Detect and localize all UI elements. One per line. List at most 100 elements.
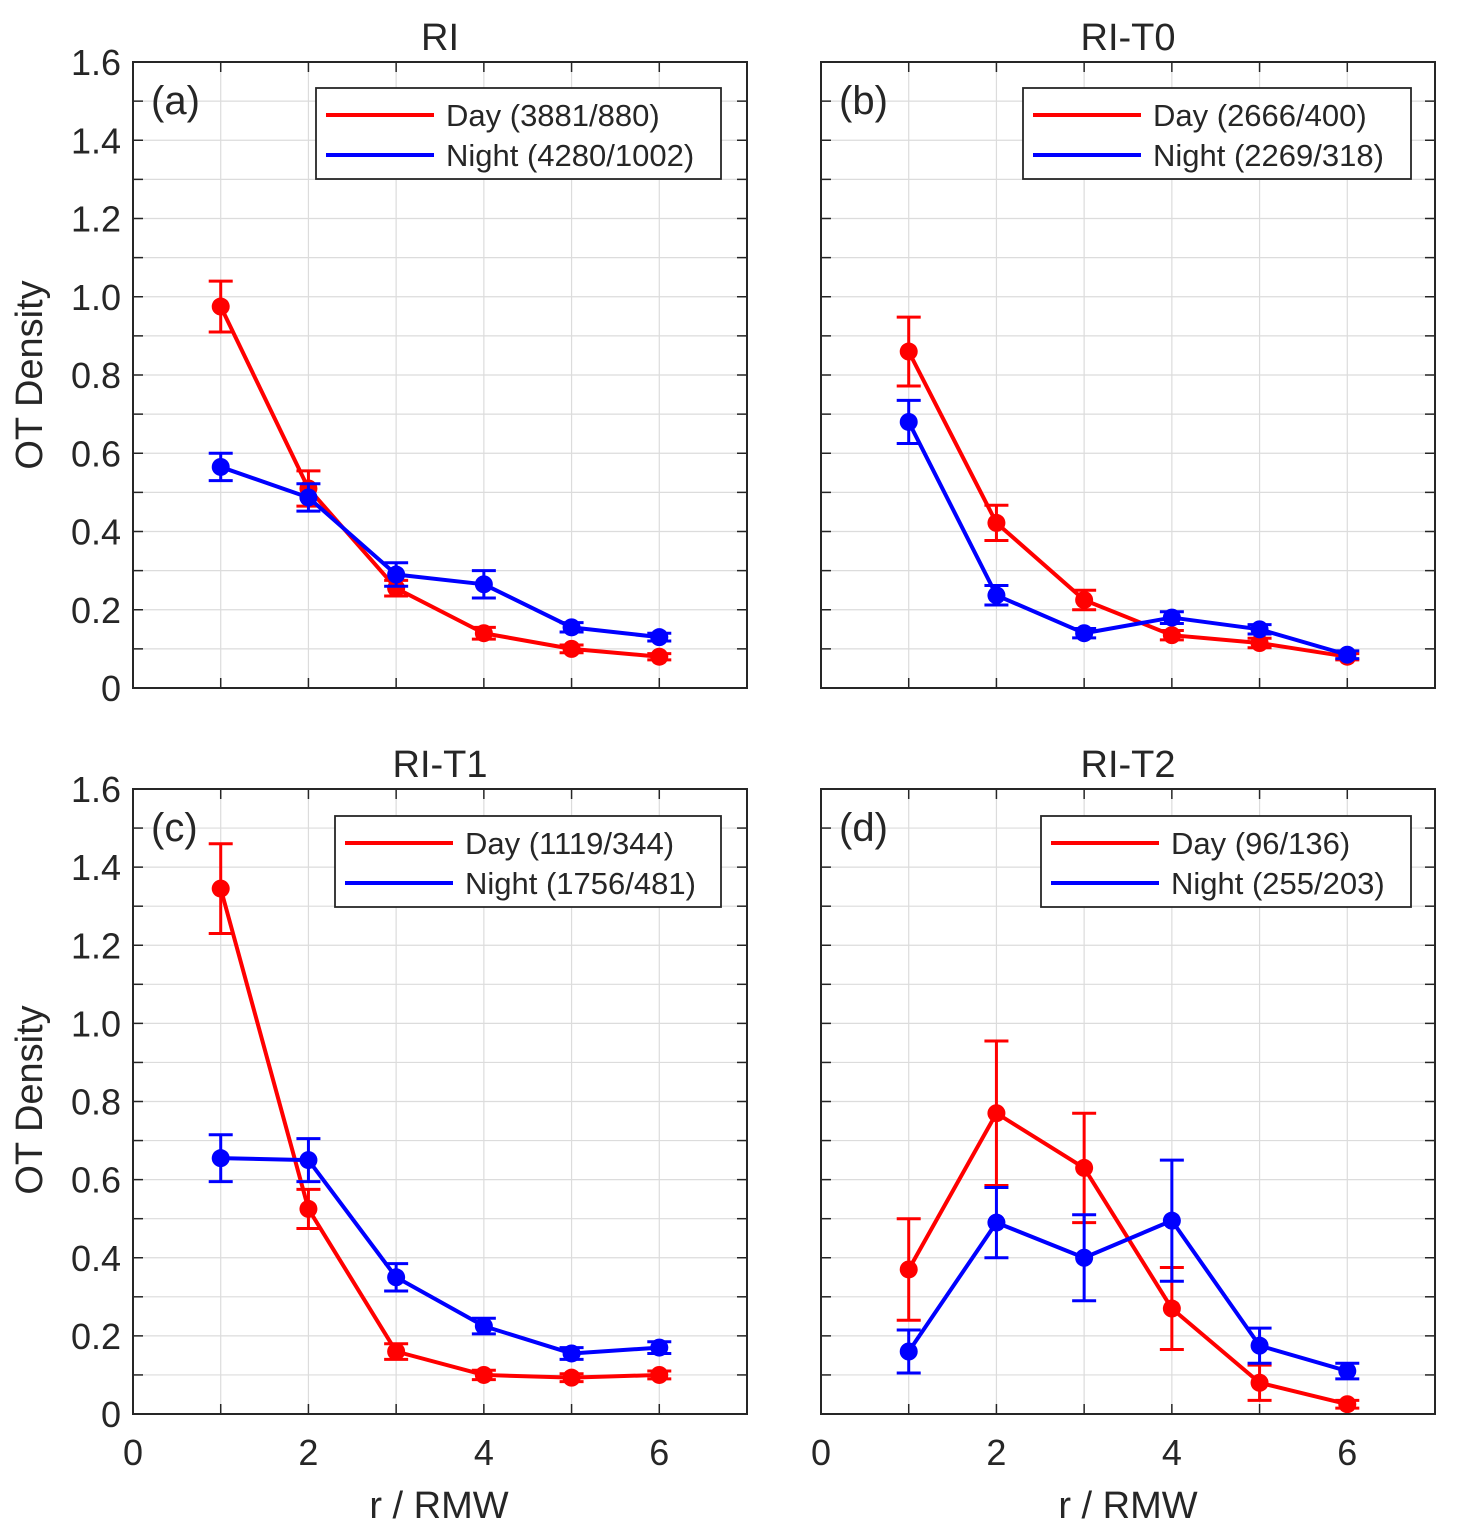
data-point [1250, 1373, 1269, 1392]
panel-label: (d) [839, 806, 888, 850]
legend-box [315, 87, 722, 180]
legend-entry: Night (2269/318) [1153, 138, 1384, 173]
legend-box [334, 815, 722, 908]
series-day [896, 1039, 1360, 1414]
data-point [1162, 608, 1181, 627]
x-tick-label: 4 [474, 1432, 494, 1473]
data-point [387, 1342, 406, 1361]
data-point [650, 647, 669, 666]
y-tick-label: 0.2 [71, 1316, 121, 1357]
series-line [906, 421, 1348, 657]
panel-title: RI-T2 [1081, 744, 1176, 786]
data-point [562, 618, 581, 637]
series-night [896, 1158, 1360, 1381]
data-point [1075, 1158, 1094, 1177]
axes-box [820, 788, 1436, 1415]
data-point [899, 412, 918, 431]
y-tick-label: 1.4 [71, 847, 121, 888]
series-night [896, 398, 1360, 664]
series-line [220, 465, 660, 640]
y-tick-label: 0.8 [71, 355, 121, 396]
x-tick-label: 4 [1162, 1432, 1182, 1473]
panel-title: RI [421, 17, 459, 59]
y-tick-label: 0.4 [71, 1238, 121, 1279]
legend-box [1022, 87, 1412, 180]
legend-box [1040, 815, 1412, 908]
data-point [650, 628, 669, 647]
y-tick-label: 1.2 [71, 925, 121, 966]
x-axis-label-left: r / RMW [369, 1485, 508, 1527]
panel-title: RI-T0 [1081, 17, 1176, 59]
data-point [299, 1199, 318, 1218]
data-point [987, 1104, 1006, 1123]
data-point [387, 1268, 406, 1287]
data-point [211, 1149, 230, 1168]
data-point [987, 586, 1006, 605]
data-point [1162, 1211, 1181, 1230]
legend: Day (2666/400) Night (2269/318) [1022, 87, 1412, 180]
data-point [899, 1342, 918, 1361]
legend-entry: Day (3881/880) [446, 98, 660, 133]
series-day [896, 315, 1360, 666]
series-day [208, 279, 672, 666]
x-tick-label: 2 [986, 1432, 1006, 1473]
data-point [1162, 1299, 1181, 1318]
data-point [987, 513, 1006, 532]
data-point [1250, 1336, 1269, 1355]
panel-3: 0 0.2 0.4 0.6 0.8 1.0 1.2 1.4 1.6 0 2 4 6 RI-T1 (c) Day… [71, 744, 748, 1473]
legend: Day (1119/344) Night (1756/481) [334, 815, 722, 908]
panel-4: 0 2 4 6 RI-T2 (d) Day (96/136) Night (255/203) [811, 744, 1436, 1473]
y-tick-label: 0.8 [71, 1082, 121, 1123]
data-point [474, 624, 493, 643]
y-tick-label: 0.4 [71, 512, 121, 553]
legend-entry: Night (255/203) [1171, 866, 1385, 901]
y-tick-label: 0 [101, 1394, 121, 1435]
data-point [899, 1260, 918, 1279]
y-tick-label: 0.6 [71, 1160, 121, 1201]
legend-entry: Night (1756/481) [465, 866, 696, 901]
data-point [474, 1365, 493, 1384]
panel-2: RI-T0 (b) Day (2666/400) Night (2269/318) [820, 17, 1436, 689]
series-night [208, 451, 672, 647]
data-point [1338, 645, 1357, 664]
y-axis-label-bottom: OT Density [9, 1005, 51, 1194]
y-tick-label: 0.6 [71, 433, 121, 474]
data-point [650, 1338, 669, 1357]
data-point [1162, 626, 1181, 645]
y-tick-label: 1.0 [71, 277, 121, 318]
data-point [299, 488, 318, 507]
data-point [562, 1344, 581, 1363]
x-tick-label: 0 [811, 1432, 831, 1473]
data-point [1075, 590, 1094, 609]
series-day [208, 842, 672, 1387]
data-point [387, 579, 406, 598]
data-point [562, 639, 581, 658]
y-axis-label-top: OT Density [9, 280, 51, 469]
legend-entry: Day (2666/400) [1153, 98, 1367, 133]
axes-box [132, 788, 748, 1415]
y-tick-label: 1.0 [71, 1003, 121, 1044]
x-axis-label-right: r / RMW [1058, 1485, 1197, 1527]
y-tick-label: 1.6 [71, 42, 121, 83]
axes-box [820, 61, 1436, 689]
legend-entry: Day (96/136) [1171, 826, 1350, 861]
x-tick-label: 6 [1337, 1432, 1357, 1473]
data-point [562, 1368, 581, 1387]
data-point [899, 342, 918, 361]
legend-entry: Day (1119/344) [465, 826, 674, 861]
data-point [211, 457, 230, 476]
data-point [1250, 634, 1269, 653]
data-point [1338, 1362, 1357, 1381]
legend: Day (3881/880) Night (4280/1002) [315, 87, 722, 180]
y-tick-label: 1.2 [71, 199, 121, 240]
series-line [220, 1156, 660, 1356]
data-point [1075, 624, 1094, 643]
legend: Day (96/136) Night (255/203) [1040, 815, 1412, 908]
data-point [650, 1365, 669, 1384]
panel-label: (a) [151, 79, 200, 123]
y-tick-label: 1.4 [71, 120, 121, 161]
series-line [218, 888, 660, 1380]
data-point [1075, 1248, 1094, 1267]
x-tick-label: 6 [649, 1432, 669, 1473]
data-point [474, 575, 493, 594]
